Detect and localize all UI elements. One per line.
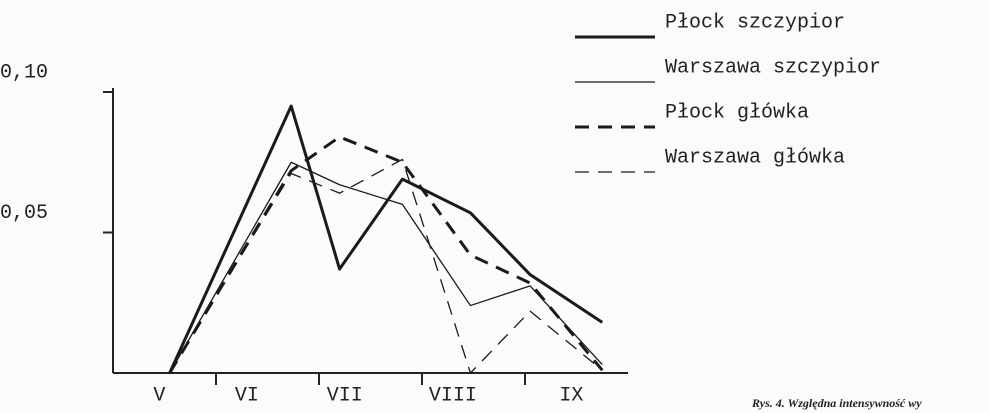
- legend-label: Płock główka: [665, 101, 809, 124]
- series-line: [169, 161, 603, 374]
- x-tick-label: VII: [327, 384, 363, 407]
- y-tick-label: 0,10: [0, 61, 48, 84]
- x-tick-label: VIII: [429, 384, 477, 407]
- legend-label: Warszawa szczypior: [665, 56, 881, 79]
- series-line: [169, 158, 603, 374]
- legend-label: Warszawa główka: [665, 146, 845, 169]
- legend-label: Płock szczypior: [665, 11, 845, 34]
- x-tick-label: VI: [235, 384, 259, 407]
- x-tick-label: V: [153, 384, 165, 407]
- x-tick-label: IX: [559, 384, 583, 407]
- caption: Rys. 4. Względna intensywność wy: [751, 396, 922, 410]
- y-tick-label: 0,05: [0, 202, 48, 225]
- series-line: [168, 135, 604, 374]
- series-line: [168, 104, 604, 374]
